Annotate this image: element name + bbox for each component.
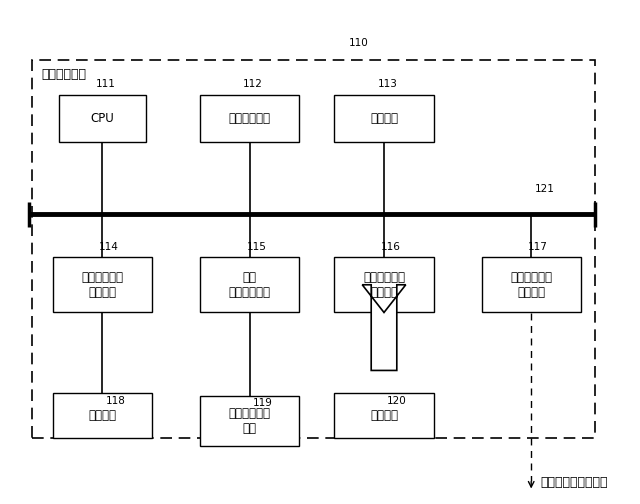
Text: 113: 113 xyxy=(378,80,397,90)
Text: 114: 114 xyxy=(99,242,119,252)
Bar xyxy=(53,257,152,312)
Text: 121: 121 xyxy=(534,184,554,194)
Text: コンピュータ: コンピュータ xyxy=(42,68,86,81)
Text: データリーダ
／ライタ: データリーダ ／ライタ xyxy=(363,271,405,299)
Text: 110: 110 xyxy=(349,38,369,48)
Text: 通信インター
フェイス: 通信インター フェイス xyxy=(510,271,552,299)
Text: 119: 119 xyxy=(253,398,273,408)
Text: 118: 118 xyxy=(106,396,125,406)
Bar xyxy=(200,257,300,312)
Bar xyxy=(200,396,300,446)
Bar xyxy=(200,95,300,143)
Polygon shape xyxy=(362,285,406,370)
Text: 117: 117 xyxy=(528,242,548,252)
Bar xyxy=(334,393,434,438)
Text: 入力インター
フェイス: 入力インター フェイス xyxy=(81,271,124,299)
Text: 記憶装置: 記憶装置 xyxy=(370,112,398,125)
Text: 111: 111 xyxy=(96,80,116,90)
Bar xyxy=(334,257,434,312)
Bar xyxy=(32,60,595,438)
Text: メインメモリ: メインメモリ xyxy=(228,112,271,125)
Text: 記録媒体: 記録媒体 xyxy=(370,409,398,422)
Text: 115: 115 xyxy=(246,242,266,252)
Bar xyxy=(334,95,434,143)
Text: 120: 120 xyxy=(387,396,407,406)
Text: 表示
コントローラ: 表示 コントローラ xyxy=(228,271,271,299)
Bar xyxy=(53,393,152,438)
Text: 116: 116 xyxy=(381,242,401,252)
Text: ディスプレイ
装置: ディスプレイ 装置 xyxy=(228,407,271,435)
Bar xyxy=(481,257,581,312)
Text: 入力機器: 入力機器 xyxy=(88,409,116,422)
Text: 112: 112 xyxy=(243,80,263,90)
Bar xyxy=(60,95,146,143)
Text: CPU: CPU xyxy=(90,112,115,125)
Text: 他のコンピュータ等: 他のコンピュータ等 xyxy=(541,476,608,489)
